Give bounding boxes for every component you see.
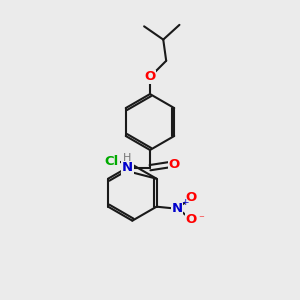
Text: N: N [172,202,183,215]
Text: O: O [186,191,197,204]
Text: H: H [123,153,131,163]
Text: +: + [181,198,189,207]
Text: Cl: Cl [105,155,119,168]
Text: O: O [169,158,180,171]
Text: O: O [144,70,156,83]
Text: N: N [122,161,133,174]
Text: ⁻: ⁻ [198,214,204,224]
Text: O: O [186,213,197,226]
